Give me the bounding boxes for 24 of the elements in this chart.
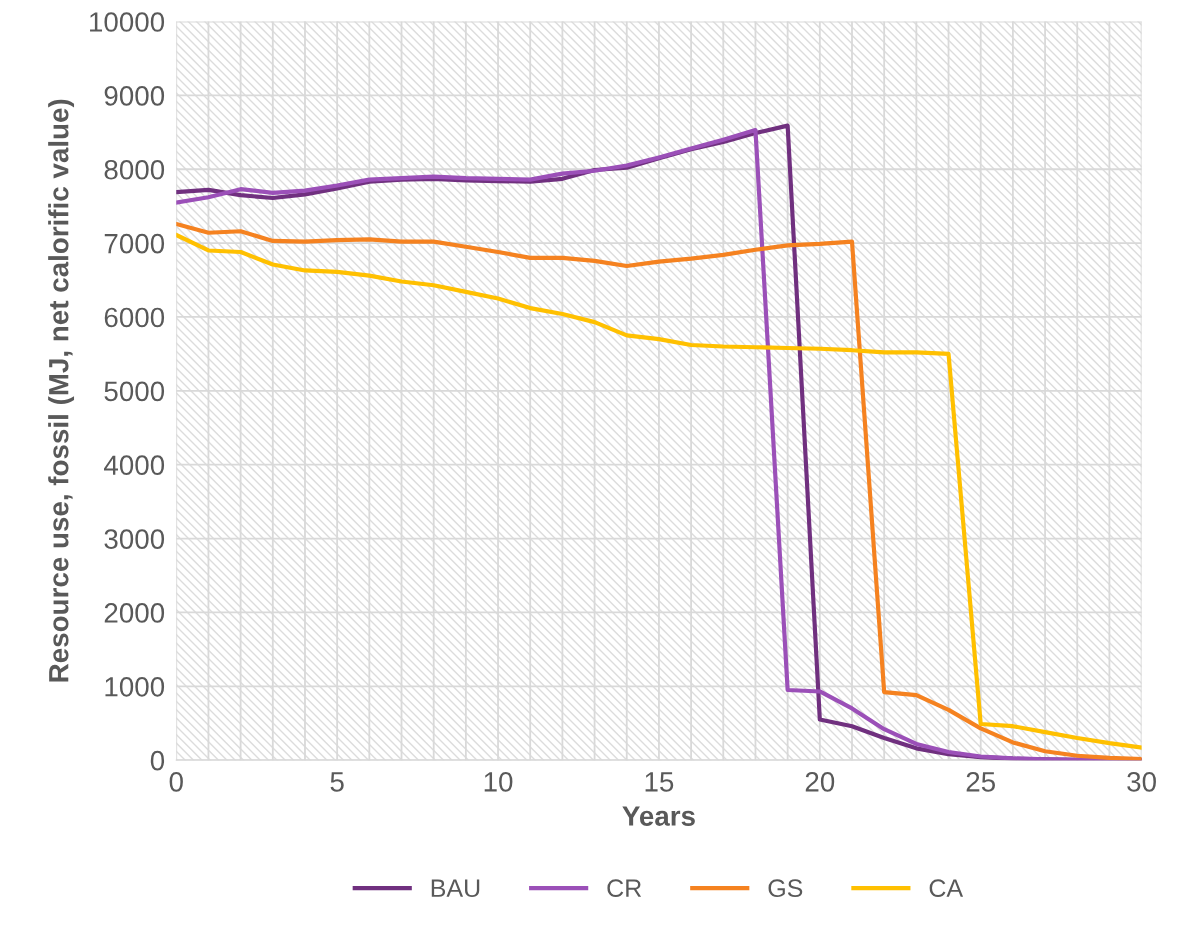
x-tick-label: 30	[1127, 772, 1156, 792]
y-tick-label: 9000	[104, 86, 165, 106]
legend-label: GS	[768, 879, 803, 898]
y-tick-label: 7000	[104, 233, 165, 254]
y-tick-label: 4000	[104, 455, 165, 476]
x-tick-label: 0	[169, 772, 183, 792]
y-tick-label: 10000	[90, 12, 165, 32]
legend-label: BAU	[431, 879, 480, 898]
x-tick-label: 20	[805, 772, 835, 792]
x-tick-label: 25	[966, 772, 995, 792]
y-tick-label: 1000	[105, 676, 165, 697]
x-tick-label: 10	[484, 772, 513, 792]
legend-label: CA	[929, 879, 964, 898]
y-tick-label: 3000	[104, 529, 165, 549]
y-tick-label: 6000	[104, 307, 165, 328]
y-tick-label: 5000	[104, 381, 165, 402]
x-tick-label: 15	[645, 772, 674, 792]
x-tick-label: 5	[330, 772, 344, 792]
y-axis-title: Resource use, fossil (MJ, net calorific value)	[48, 99, 75, 682]
y-tick-label: 8000	[104, 159, 165, 180]
legend-label: CR	[607, 879, 642, 898]
y-tick-label: 0	[150, 750, 165, 771]
x-axis-title: Years	[622, 806, 695, 826]
y-tick-label: 2000	[104, 603, 165, 623]
